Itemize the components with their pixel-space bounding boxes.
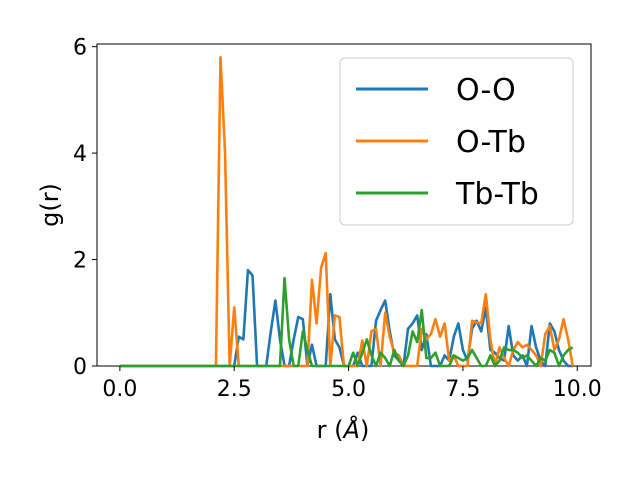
y-axis-label: g(r) [36, 183, 64, 227]
x-tick-label: 10.0 [553, 377, 602, 402]
series-layer [119, 56, 574, 368]
legend-label-o-o: O-O [456, 73, 516, 108]
y-tick-label: 4 [73, 142, 87, 167]
x-tick-label: 0.0 [102, 377, 137, 402]
legend: O-O O-Tb Tb-Tb [339, 57, 574, 226]
legend-label-tb-tb: Tb-Tb [455, 177, 539, 212]
x-tick-label: 7.5 [445, 377, 480, 402]
x-axis-ticks: 0.0 2.5 5.0 7.5 10.0 [102, 366, 602, 402]
x-tick-label: 2.5 [217, 377, 252, 402]
y-tick-label: 6 [73, 36, 87, 61]
series-line-tb-tb [119, 276, 574, 368]
x-axis-label: r (Å) [317, 415, 370, 444]
y-axis-ticks: 0 2 4 6 [73, 36, 97, 380]
y-tick-label: 2 [73, 249, 87, 274]
legend-frame [339, 57, 574, 226]
series-line-o-o [119, 268, 573, 368]
y-tick-label: 0 [73, 355, 87, 380]
x-tick-label: 5.0 [331, 377, 366, 402]
legend-label-o-tb: O-Tb [456, 125, 526, 160]
